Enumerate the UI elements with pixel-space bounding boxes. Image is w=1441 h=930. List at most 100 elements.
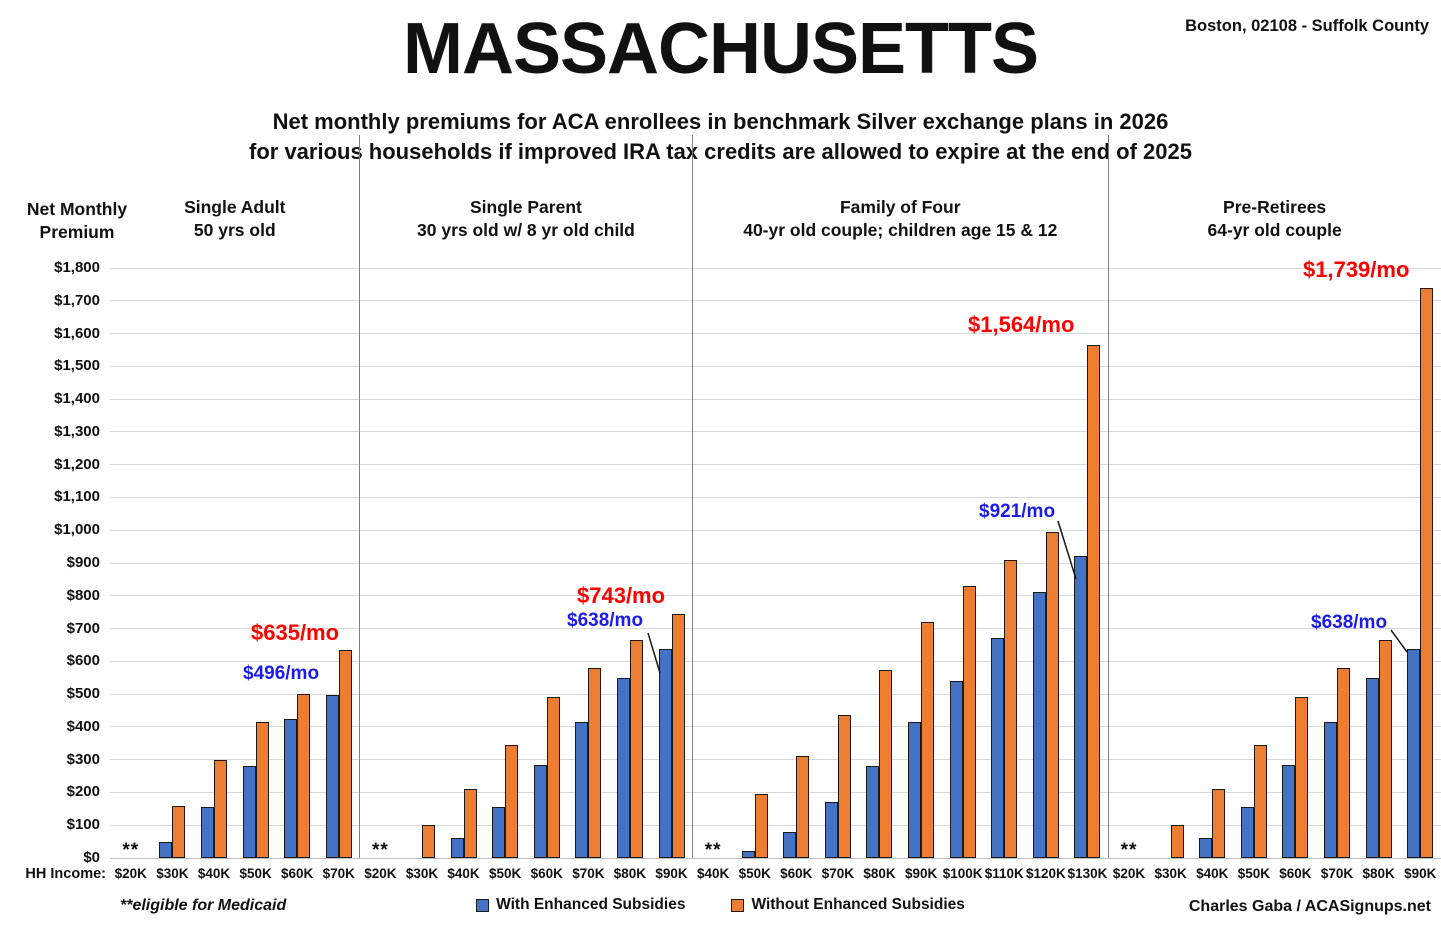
- bar-with-subsidies: [824, 802, 838, 858]
- gridline: [110, 562, 1441, 564]
- bar-without-subsidies: [1004, 560, 1018, 858]
- panel-divider: [359, 135, 361, 858]
- bar-without-subsidies: [255, 722, 269, 858]
- x-tick-label: $80K: [863, 866, 896, 881]
- bar-value-annotation: $1,739/mo: [1303, 257, 1410, 282]
- bar-with-subsidies: [1365, 678, 1379, 858]
- bar-without-subsidies: [213, 760, 227, 858]
- x-tick-label: $20K: [364, 866, 397, 881]
- panel-divider: [691, 135, 693, 858]
- gridline: [110, 496, 1441, 498]
- y-axis-title: Net Monthly Premium: [4, 198, 150, 244]
- bar-without-subsidies: [1337, 668, 1351, 858]
- bar-without-subsidies: [1420, 288, 1434, 858]
- page-title: MASSACHUSETTS: [402, 9, 1039, 89]
- bar-without-subsidies: [1212, 789, 1226, 858]
- y-tick-label: $200: [66, 783, 100, 801]
- bar-with-subsidies: [616, 678, 630, 858]
- gridline: [110, 660, 1441, 662]
- bar-with-subsidies: [1407, 649, 1421, 858]
- x-tick-label: $120K: [1025, 866, 1066, 881]
- bar-with-subsidies: [949, 681, 963, 858]
- x-axis-title: HH Income:: [25, 866, 106, 882]
- bar-without-subsidies: [879, 670, 893, 858]
- y-tick-label: $800: [66, 586, 100, 604]
- gridline: [110, 628, 1441, 630]
- bar-value-annotation: $638/mo: [567, 610, 644, 631]
- bar-without-subsidies: [962, 586, 976, 858]
- bar-without-subsidies: [921, 622, 935, 858]
- x-tick-label: $30K: [156, 866, 189, 881]
- bar-with-subsidies: [741, 851, 755, 858]
- bar-without-subsidies: [1253, 745, 1267, 858]
- bar-with-subsidies: [1199, 838, 1213, 858]
- gridline: [110, 529, 1441, 531]
- medicaid-marker: **: [122, 840, 140, 861]
- bar-without-subsidies: [1170, 825, 1184, 858]
- gridline: [110, 431, 1441, 433]
- panel-title: Family of Four 40-yr old couple; children…: [743, 196, 1057, 242]
- x-tick-label: $80K: [613, 866, 647, 881]
- bar-with-subsidies: [450, 838, 464, 858]
- panel-title-line2: 40-yr old couple; children age 15 & 12: [743, 220, 1058, 241]
- y-tick-label: $1,700: [54, 291, 100, 309]
- bar-with-subsidies: [1282, 765, 1296, 858]
- bar-with-subsidies: [325, 695, 339, 858]
- gridline: [110, 759, 1441, 761]
- bar-without-subsidies: [629, 640, 643, 858]
- x-tick-label: $40K: [1196, 866, 1229, 881]
- gridline: [110, 791, 1441, 793]
- panel-title-line1: Single Parent: [470, 197, 582, 217]
- panel-title-line1: Single Adult: [184, 197, 286, 217]
- x-tick-label: $40K: [197, 866, 231, 881]
- panel-title: Pre-Retirees 64-yr old couple: [1208, 196, 1342, 242]
- y-tick-label: $1,200: [54, 455, 100, 473]
- x-tick-label: $70K: [821, 866, 855, 881]
- y-tick-label: $1,800: [54, 259, 100, 276]
- x-tick-label: $20K: [1112, 866, 1146, 881]
- bar-value-annotation: $1,564/mo: [968, 312, 1075, 337]
- bar-without-subsidies: [297, 694, 311, 858]
- x-tick-label: $110K: [984, 866, 1024, 881]
- bar-without-subsidies: [1378, 640, 1392, 858]
- x-tick-label: $60K: [530, 866, 563, 881]
- bar-value-annotation: $921/mo: [979, 501, 1056, 522]
- y-tick-label: $500: [66, 685, 100, 703]
- gridline: [110, 726, 1441, 728]
- legend-label: Without Enhanced Subsidies: [751, 896, 965, 913]
- bar-with-subsidies: [1074, 556, 1088, 858]
- y-tick-label: $1,500: [54, 357, 100, 375]
- x-tick-label: $40K: [696, 866, 730, 881]
- gridline: [110, 267, 1441, 269]
- y-tick-label: $1,400: [54, 390, 100, 408]
- bar-with-subsidies: [159, 842, 173, 858]
- x-tick-label: $50K: [1237, 866, 1270, 881]
- medicaid-marker: **: [704, 840, 722, 861]
- bar-with-subsidies: [991, 638, 1005, 858]
- bar-with-subsidies: [658, 649, 672, 858]
- bar-value-annotation: $496/mo: [243, 663, 320, 684]
- location-label: Boston, 02108 - Suffolk County: [1185, 17, 1429, 35]
- y-tick-label: $300: [66, 750, 100, 768]
- x-tick-label: $130K: [1067, 866, 1108, 881]
- medicaid-marker: **: [371, 840, 389, 861]
- gridline: [110, 824, 1441, 826]
- y-tick-label: $900: [66, 554, 100, 571]
- x-tick-label: $50K: [239, 866, 272, 881]
- legend-item: With Enhanced Subsidies: [476, 896, 685, 914]
- legend-swatch: [731, 898, 745, 912]
- gridline: [110, 464, 1441, 466]
- gridline: [110, 693, 1441, 695]
- chart-subtitle-line1: Net monthly premiums for ACA enrollees i…: [272, 109, 1169, 134]
- bar-without-subsidies: [1087, 345, 1101, 858]
- legend: With Enhanced Subsidies Without Enhanced …: [0, 896, 1441, 914]
- bar-with-subsidies: [492, 807, 506, 858]
- gridline: [110, 398, 1441, 400]
- gridline: [110, 333, 1441, 335]
- panel-title-line2: 30 yrs old w/ 8 yr old child: [417, 220, 635, 241]
- y-tick-label: $1,600: [54, 324, 100, 342]
- x-tick-label: $60K: [780, 866, 813, 881]
- x-tick-label: $50K: [738, 866, 771, 881]
- bar-without-subsidies: [505, 745, 519, 858]
